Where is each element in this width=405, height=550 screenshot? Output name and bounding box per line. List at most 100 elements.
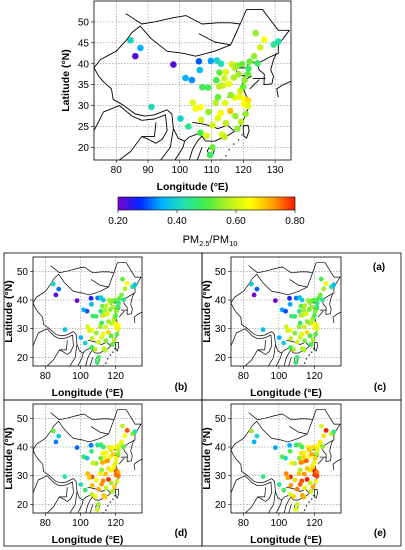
site-point xyxy=(315,443,321,448)
x-tick-label: 130 xyxy=(267,165,284,176)
site-point xyxy=(301,324,307,330)
sea-boundary-dash xyxy=(305,358,308,360)
site-point xyxy=(323,281,329,286)
site-point xyxy=(199,83,206,91)
boundary-line xyxy=(89,357,94,366)
site-point xyxy=(296,455,302,461)
sea-boundary-dash xyxy=(112,498,114,500)
y-tick-label: 40 xyxy=(215,296,227,307)
site-point xyxy=(170,61,177,68)
site-point xyxy=(287,448,293,454)
sea-boundary-dash xyxy=(101,515,102,516)
site-point xyxy=(314,326,320,332)
y-axis-label: Latitude (°N) xyxy=(201,280,213,343)
site-point xyxy=(121,444,126,450)
site-point xyxy=(94,507,100,512)
site-point xyxy=(116,300,121,306)
site-point xyxy=(100,297,106,303)
site-point xyxy=(235,70,242,78)
sea-boundary-dash xyxy=(107,505,109,507)
site-point xyxy=(56,286,62,292)
site-point xyxy=(313,332,318,337)
site-point xyxy=(302,450,307,456)
sea-boundary-dash xyxy=(237,139,240,141)
site-point xyxy=(120,276,125,282)
site-point xyxy=(240,83,247,91)
boundary-line xyxy=(256,53,278,86)
site-point xyxy=(197,129,204,137)
panel-label: (e) xyxy=(374,528,386,539)
y-tick-label: 50 xyxy=(215,267,227,278)
boundary-line xyxy=(50,265,114,274)
sea-boundary-dash xyxy=(114,348,116,350)
site-point xyxy=(53,292,59,298)
site-point xyxy=(127,37,134,44)
boundary-line xyxy=(59,487,68,498)
site-point xyxy=(301,454,307,460)
y-tick-label: 30 xyxy=(17,324,29,335)
site-point xyxy=(105,458,111,464)
site-point xyxy=(212,99,219,106)
site-point xyxy=(197,116,205,124)
y-axis-label: Latitude (°N) xyxy=(3,280,15,343)
boundary-line xyxy=(192,121,235,132)
boundary-line xyxy=(196,147,203,160)
boundary-line xyxy=(314,341,318,352)
sea-boundary-dash xyxy=(109,354,112,356)
boundary-line xyxy=(118,310,125,318)
site-point xyxy=(296,471,302,477)
site-point xyxy=(287,295,292,301)
y-tick-label: 30 xyxy=(215,324,227,335)
boundary-line xyxy=(321,292,334,315)
site-point xyxy=(182,74,189,82)
boundary-line xyxy=(317,457,324,465)
site-point xyxy=(206,151,214,159)
y-tick-label: 40 xyxy=(17,443,29,454)
sea-boundary-dash xyxy=(109,501,112,503)
site-point xyxy=(115,326,121,332)
site-point xyxy=(299,444,305,450)
site-point xyxy=(209,144,216,151)
site-point xyxy=(217,60,225,68)
boundary-line xyxy=(249,79,260,90)
site-point xyxy=(221,99,229,107)
site-point xyxy=(112,444,118,450)
site-point xyxy=(94,360,100,365)
site-point xyxy=(106,477,111,482)
boundary-line xyxy=(314,488,318,499)
site-point xyxy=(213,76,220,84)
site-point xyxy=(298,450,304,456)
site-point xyxy=(234,125,241,132)
map-panel-b: 80 100 120 20 30 40 50 Longitude (°E) Latitude (… xyxy=(3,256,187,399)
site-point xyxy=(294,502,300,507)
site-point xyxy=(112,297,118,303)
y-tick-label: 50 xyxy=(17,267,29,278)
site-point xyxy=(110,451,116,457)
site-point xyxy=(252,29,259,37)
site-point xyxy=(100,444,106,450)
boundary-line xyxy=(77,353,84,366)
site-point xyxy=(256,44,264,51)
boundary-line xyxy=(285,486,310,494)
site-point xyxy=(105,311,111,317)
site-point xyxy=(281,487,287,493)
boundary-line xyxy=(317,310,324,318)
site-point xyxy=(103,338,109,344)
boundary-line xyxy=(115,488,120,499)
site-point xyxy=(203,132,210,139)
site-point xyxy=(320,297,325,303)
y-tick-label: 30 xyxy=(78,101,90,112)
site-point xyxy=(85,471,91,477)
site-point xyxy=(112,484,117,490)
site-point xyxy=(103,303,109,309)
site-point xyxy=(185,123,192,130)
boundary-line xyxy=(123,439,135,462)
site-point xyxy=(321,286,327,292)
site-point xyxy=(93,330,99,336)
boundary-line xyxy=(133,311,142,324)
site-point xyxy=(102,347,108,353)
site-point xyxy=(195,58,203,65)
boundary-line xyxy=(141,122,157,138)
site-point xyxy=(297,467,303,473)
site-point xyxy=(89,448,94,454)
